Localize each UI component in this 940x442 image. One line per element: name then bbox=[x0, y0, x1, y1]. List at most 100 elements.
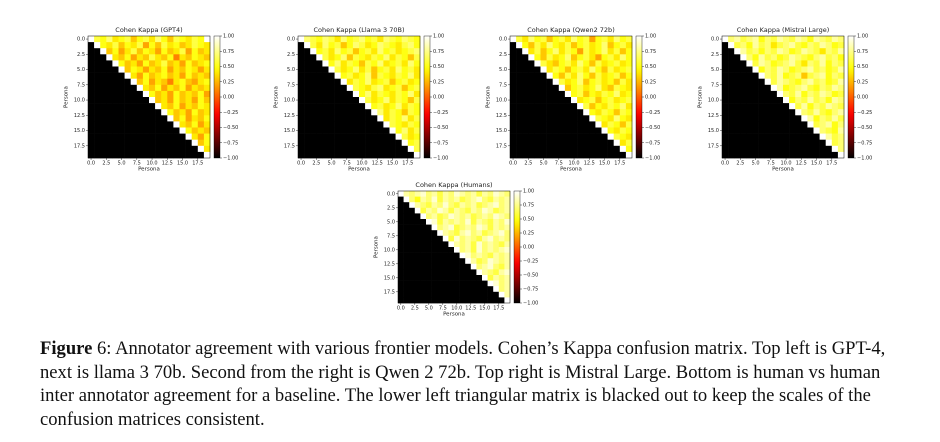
heatmap-cell bbox=[179, 103, 186, 110]
masked-cell bbox=[100, 145, 107, 153]
y-tick-label: 5.0 bbox=[499, 67, 507, 73]
heatmap-cell bbox=[203, 90, 211, 98]
heatmap-cell bbox=[203, 78, 211, 86]
heatmap-cell bbox=[482, 213, 488, 220]
masked-cell bbox=[124, 121, 131, 128]
masked-cell bbox=[130, 133, 138, 140]
heatmap-cell bbox=[359, 60, 366, 67]
heatmap-cell bbox=[577, 103, 584, 110]
masked-cell bbox=[298, 84, 305, 92]
colorbar-tick-label: 0.75 bbox=[223, 49, 234, 55]
masked-cell bbox=[510, 103, 517, 110]
masked-cell bbox=[130, 84, 138, 92]
heatmap-panel: Cohen Kappa (GPT4)0.0 2.5 5.0 7.5 10.0 12.5 15… bbox=[64, 26, 239, 173]
heatmap-cell bbox=[459, 191, 466, 197]
masked-cell bbox=[112, 66, 119, 73]
masked-cell bbox=[304, 133, 311, 140]
masked-cell bbox=[310, 145, 317, 153]
heatmap-cell bbox=[197, 78, 205, 86]
colorbar bbox=[423, 35, 431, 159]
masked-cell bbox=[88, 103, 95, 110]
masked-cell bbox=[442, 275, 449, 281]
heatmap-cell bbox=[395, 133, 402, 140]
masked-cell bbox=[783, 133, 790, 140]
heatmap-panel: Cohen Kappa (Qwen2 72b)0.0 2.5 5.0 7.5 10.0 1… bbox=[486, 26, 661, 173]
masked-cell bbox=[437, 280, 444, 287]
heatmap-cell bbox=[619, 121, 627, 128]
masked-cell bbox=[431, 258, 438, 265]
masked-cell bbox=[106, 139, 113, 147]
heatmap-cell bbox=[173, 42, 180, 49]
masked-cell bbox=[442, 247, 449, 253]
masked-cell bbox=[789, 145, 796, 153]
heatmap-cell bbox=[470, 241, 477, 248]
heatmap-cell bbox=[173, 90, 180, 98]
heatmap-cell bbox=[516, 36, 523, 43]
heatmap-cell bbox=[783, 66, 790, 73]
masked-cell bbox=[316, 139, 323, 147]
masked-cell bbox=[403, 258, 410, 265]
masked-cell bbox=[528, 84, 535, 92]
masked-cell bbox=[161, 145, 168, 153]
heatmap-cell bbox=[365, 72, 372, 79]
heatmap-cell bbox=[136, 66, 144, 73]
heatmap-cell bbox=[595, 42, 602, 49]
masked-cell bbox=[807, 139, 814, 147]
masked-cell bbox=[722, 48, 729, 55]
heatmap-cell bbox=[795, 103, 802, 110]
heatmap-cell bbox=[420, 207, 427, 214]
heatmap-cell bbox=[167, 109, 174, 116]
heatmap-cell bbox=[173, 54, 180, 61]
heatmap-cell bbox=[465, 196, 472, 203]
masked-cell bbox=[88, 84, 95, 92]
heatmap-cell bbox=[625, 78, 633, 86]
heatmap-cell bbox=[813, 84, 820, 92]
colorbar-tick-label: −0.25 bbox=[223, 110, 238, 116]
heatmap-cell bbox=[371, 48, 378, 55]
masked-cell bbox=[493, 291, 500, 298]
masked-cell bbox=[595, 133, 602, 140]
masked-cell bbox=[459, 297, 466, 304]
masked-cell bbox=[752, 139, 759, 147]
masked-cell bbox=[346, 115, 354, 122]
heatmap-cell bbox=[819, 115, 826, 122]
heatmap-cell bbox=[173, 103, 180, 110]
masked-cell bbox=[340, 133, 348, 140]
heatmap-cell bbox=[203, 139, 211, 147]
masked-cell bbox=[465, 275, 472, 281]
colorbar-tick-label: −1.00 bbox=[645, 156, 660, 162]
x-tick-label: 0.0 bbox=[721, 161, 729, 167]
x-tick-label: 17.5 bbox=[402, 161, 413, 167]
masked-cell bbox=[304, 103, 311, 110]
heatmap-cell bbox=[203, 72, 211, 79]
masked-cell bbox=[403, 219, 410, 225]
masked-cell bbox=[752, 145, 759, 153]
heatmap-cell bbox=[476, 247, 483, 253]
heatmap-cell bbox=[558, 48, 566, 55]
heatmap-cell bbox=[813, 60, 820, 67]
heatmap-cell bbox=[801, 90, 808, 98]
heatmap-cell bbox=[426, 202, 432, 209]
heatmap-cell bbox=[801, 115, 808, 122]
masked-cell bbox=[155, 133, 162, 140]
masked-cell bbox=[522, 127, 529, 134]
masked-cell bbox=[88, 133, 95, 140]
masked-cell bbox=[546, 127, 553, 134]
heatmap-cell bbox=[807, 90, 814, 98]
masked-cell bbox=[409, 291, 416, 298]
masked-cell bbox=[88, 60, 95, 67]
masked-cell bbox=[734, 151, 741, 159]
heatmap-cell bbox=[825, 36, 833, 43]
heatmap-cell bbox=[465, 224, 472, 231]
colorbar-tick-label: −0.75 bbox=[223, 140, 238, 146]
masked-cell bbox=[510, 42, 517, 49]
heatmap-cell bbox=[112, 36, 119, 43]
heatmap-cell bbox=[746, 42, 753, 49]
masked-cell bbox=[459, 291, 466, 298]
heatmap-cell bbox=[504, 202, 511, 209]
masked-cell bbox=[613, 145, 621, 153]
masked-cell bbox=[185, 151, 192, 159]
masked-cell bbox=[510, 121, 517, 128]
masked-cell bbox=[752, 84, 759, 92]
heatmap-cell bbox=[149, 60, 156, 67]
